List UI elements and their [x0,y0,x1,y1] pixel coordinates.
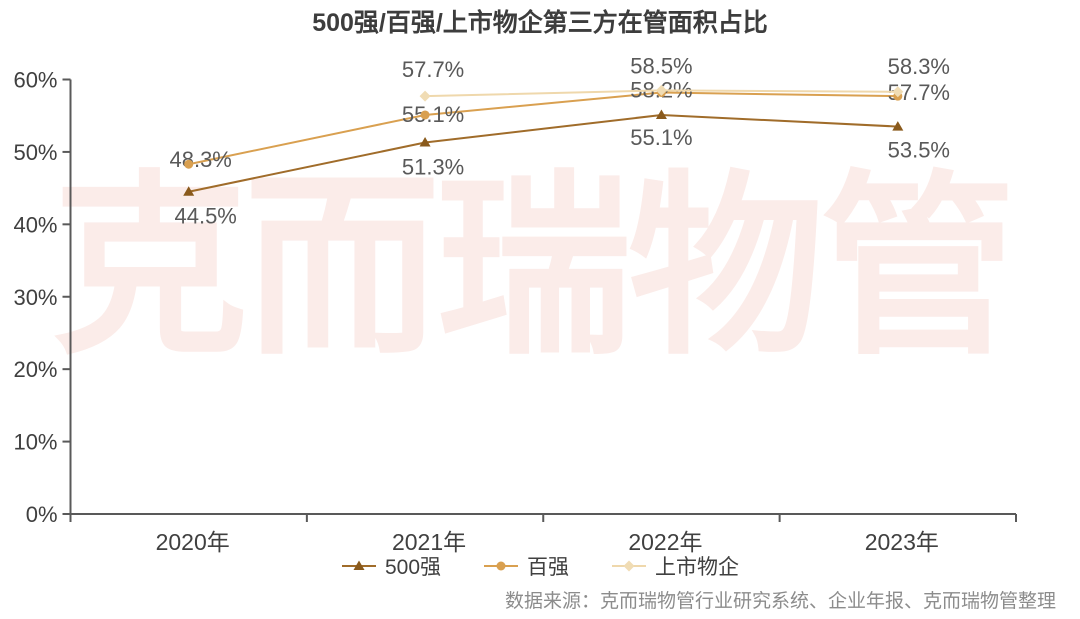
y-tick-label: 20% [13,357,57,382]
data-label-top100: 48.3% [169,147,231,172]
legend-marker-top100 [496,561,506,571]
diamond-legend-icon [612,560,647,572]
x-tick-label: 2022年 [628,529,702,555]
circle-marker-top100 [184,159,194,169]
data-label-listed: 58.5% [630,53,692,78]
triangle-marker-top500 [419,137,431,147]
data-label-top500: 44.5% [174,204,236,229]
y-tick-label: 0% [26,502,58,527]
legend-item-top100: 百强 [483,551,569,581]
data-label-top500: 55.1% [630,125,692,150]
diamond-marker-listed [892,86,904,98]
y-tick-label: 10% [13,430,57,455]
data-label-top100: 55.1% [402,102,464,127]
y-tick-label: 50% [13,140,57,165]
x-tick-label: 2023年 [865,529,939,555]
data-label-listed: 58.3% [888,54,950,79]
data-source-caption: 数据来源：克而瑞物管行业研究系统、企业年报、克而瑞物管整理 [504,591,1056,612]
diamond-marker-listed [655,84,667,96]
series-line-top500 [188,113,898,193]
legend-marker-listed [623,560,635,572]
x-tick-label: 2021年 [392,529,466,555]
y-tick-label: 60% [13,68,57,93]
legend-marker-top500 [353,560,365,570]
legend: 500强 百强 上市物企 [0,551,1080,581]
series-line-top100 [188,91,898,166]
legend-item-label: 上市物企 [655,556,740,579]
legend-item-label: 500强 [384,556,442,579]
y-tick-label: 30% [13,285,57,310]
chart-title: 500强/百强/上市物企第三方在管面积占比 [312,9,768,37]
axis-lines [69,79,1016,515]
legend-item-listed: 上市物企 [611,551,739,581]
triangle-legend-icon [341,560,376,570]
data-label-listed: 57.7% [402,57,464,82]
diamond-marker-listed [419,90,431,102]
triangle-marker-top500 [183,186,195,196]
watermark: 克而瑞物管 [52,158,1016,377]
circle-marker-top100 [420,110,430,120]
legend-item-label: 百强 [527,556,570,579]
data-label-top500: 53.5% [888,138,950,163]
triangle-marker-top500 [892,121,904,131]
legend-item-top500: 500强 [341,551,441,581]
triangle-marker-top500 [655,109,667,119]
data-label-top500: 51.3% [402,155,464,180]
circle-legend-icon [484,561,519,571]
x-tick-label: 2020年 [156,529,230,555]
y-tick-label: 40% [13,212,57,237]
